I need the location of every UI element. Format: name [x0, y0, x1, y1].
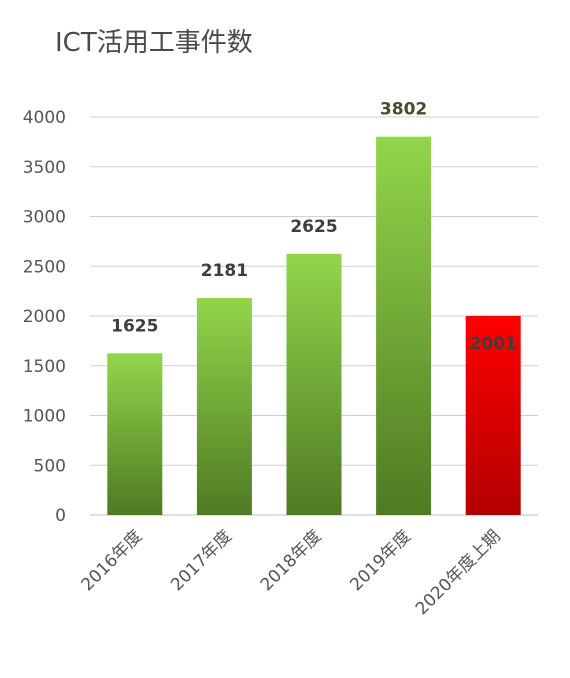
- y-tick-label: 2000: [23, 307, 66, 327]
- chart-title: ICT活用工事件数: [55, 28, 253, 58]
- data-label: 2001: [470, 334, 517, 354]
- y-tick-label: 1000: [23, 407, 66, 427]
- y-tick-label: 0: [55, 506, 66, 526]
- x-tick-label: 2016年度: [78, 526, 147, 595]
- data-label: 1625: [111, 316, 158, 336]
- y-axis-ticks: 0 500 1000 1500 2000 2500 3000 3500 4000: [23, 108, 66, 526]
- bar-2019年度: [376, 136, 432, 516]
- y-tick-label: 1500: [23, 357, 66, 377]
- y-tick-label: 500: [34, 456, 66, 476]
- y-tick-label: 3000: [23, 208, 66, 228]
- bar-2017年度: [196, 297, 252, 515]
- x-tick-label: 2019年度: [346, 526, 415, 595]
- y-tick-label: 2500: [23, 257, 66, 277]
- bar-2020年度上期: [465, 315, 521, 515]
- data-label: 2625: [290, 217, 337, 237]
- data-label: 2181: [201, 261, 248, 281]
- bars: [107, 136, 521, 516]
- y-tick-label: 4000: [23, 108, 66, 128]
- x-tick-label: 2020年度上期: [412, 526, 505, 619]
- data-label: 3802: [380, 100, 427, 120]
- bar-2018年度: [286, 253, 342, 515]
- y-tick-label: 3500: [23, 158, 66, 178]
- x-tick-label: 2018年度: [257, 526, 326, 595]
- x-tick-label: 2017年度: [167, 526, 236, 595]
- data-labels: 1625 2181 2625 3802 2001: [111, 100, 517, 354]
- bar-2016年度: [107, 353, 163, 515]
